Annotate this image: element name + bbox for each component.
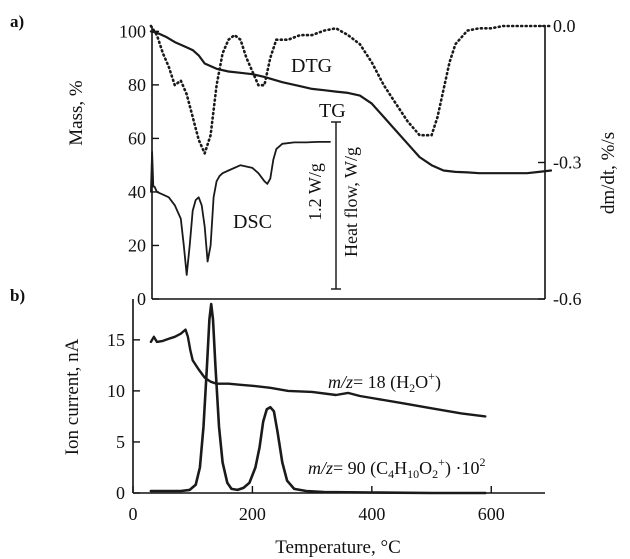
label-part: m/z <box>308 458 333 478</box>
tg-annotation: TG <box>319 100 346 122</box>
label-part: ) <box>435 372 441 393</box>
tick-label: 0 <box>116 483 125 503</box>
label-part: H <box>394 458 407 478</box>
label-part: + <box>438 455 445 469</box>
panel-b-left-ticks: 0 5 10 15 <box>107 330 140 503</box>
series-dtg-line <box>149 24 553 155</box>
label-part: 2 <box>409 381 415 395</box>
panel-a-left-axis-label: Mass, % <box>66 80 87 146</box>
panel-a-left-ticks: 0 20 40 60 80 100 <box>119 21 159 309</box>
panel-a: a) 0 20 40 60 80 100 0.0 -0.3 -0.6 Mass, % dm/d… <box>10 12 619 309</box>
tick-label: 5 <box>116 432 125 452</box>
label-part: 2 <box>432 467 438 481</box>
dtg-annotation: DTG <box>291 55 332 77</box>
tick-label: 0 <box>129 504 138 524</box>
series-dsc-line <box>150 141 331 276</box>
panel-b: b) 0 5 10 15 0 200 400 600 Ion current, nA Tem… <box>10 286 545 558</box>
label-part: 10 <box>407 467 419 481</box>
tick-label: 15 <box>107 330 125 350</box>
label-part: O <box>419 458 432 478</box>
tick-label: -0.3 <box>553 153 582 173</box>
series-tg-line <box>149 30 553 175</box>
tick-label: 0 <box>137 289 146 309</box>
scale-bar-label: 1.2 W/g <box>305 163 325 221</box>
tick-label: 0.0 <box>553 16 576 36</box>
tick-label: 20 <box>128 235 146 255</box>
label-part: + <box>428 369 435 383</box>
series-mz90-line <box>149 302 487 495</box>
panel-a-right-ticks: 0.0 -0.3 -0.6 <box>538 16 582 309</box>
heat-flow-label: Heat flow, W/g <box>341 147 361 257</box>
tick-label: 100 <box>119 21 146 41</box>
label-part: = 90 (C <box>333 458 388 479</box>
tick-label: 60 <box>128 128 146 148</box>
panel-b-x-axis-label: Temperature, °C <box>275 537 401 558</box>
tick-label: 40 <box>128 182 146 202</box>
panel-a-label: a) <box>10 12 24 31</box>
series-mz90-label: m/z= 90 (C4H10O2+) ·102 <box>308 455 485 481</box>
tick-label: 600 <box>478 504 505 524</box>
label-part: ) ·10 <box>445 458 480 479</box>
panel-a-right-axis-label: dm/dt, %/s <box>598 132 619 214</box>
tick-label: 10 <box>107 381 125 401</box>
dsc-annotation: DSC <box>233 211 272 233</box>
label-part: 4 <box>388 467 394 481</box>
label-part: O <box>415 372 428 392</box>
panel-b-bottom-ticks: 0 200 400 600 <box>129 486 505 524</box>
tick-label: -0.6 <box>553 289 582 309</box>
tick-label: 200 <box>239 504 266 524</box>
panel-b-label: b) <box>10 286 25 305</box>
label-part: 2 <box>479 455 485 469</box>
tick-label: 400 <box>358 504 385 524</box>
label-part: = 18 (H <box>353 372 409 393</box>
tick-label: 80 <box>128 75 146 95</box>
panel-b-left-axis-label: Ion current, nA <box>62 338 83 455</box>
label-part: m/z <box>328 372 353 392</box>
series-mz18-label: m/z= 18 (H2O+) <box>328 369 441 395</box>
